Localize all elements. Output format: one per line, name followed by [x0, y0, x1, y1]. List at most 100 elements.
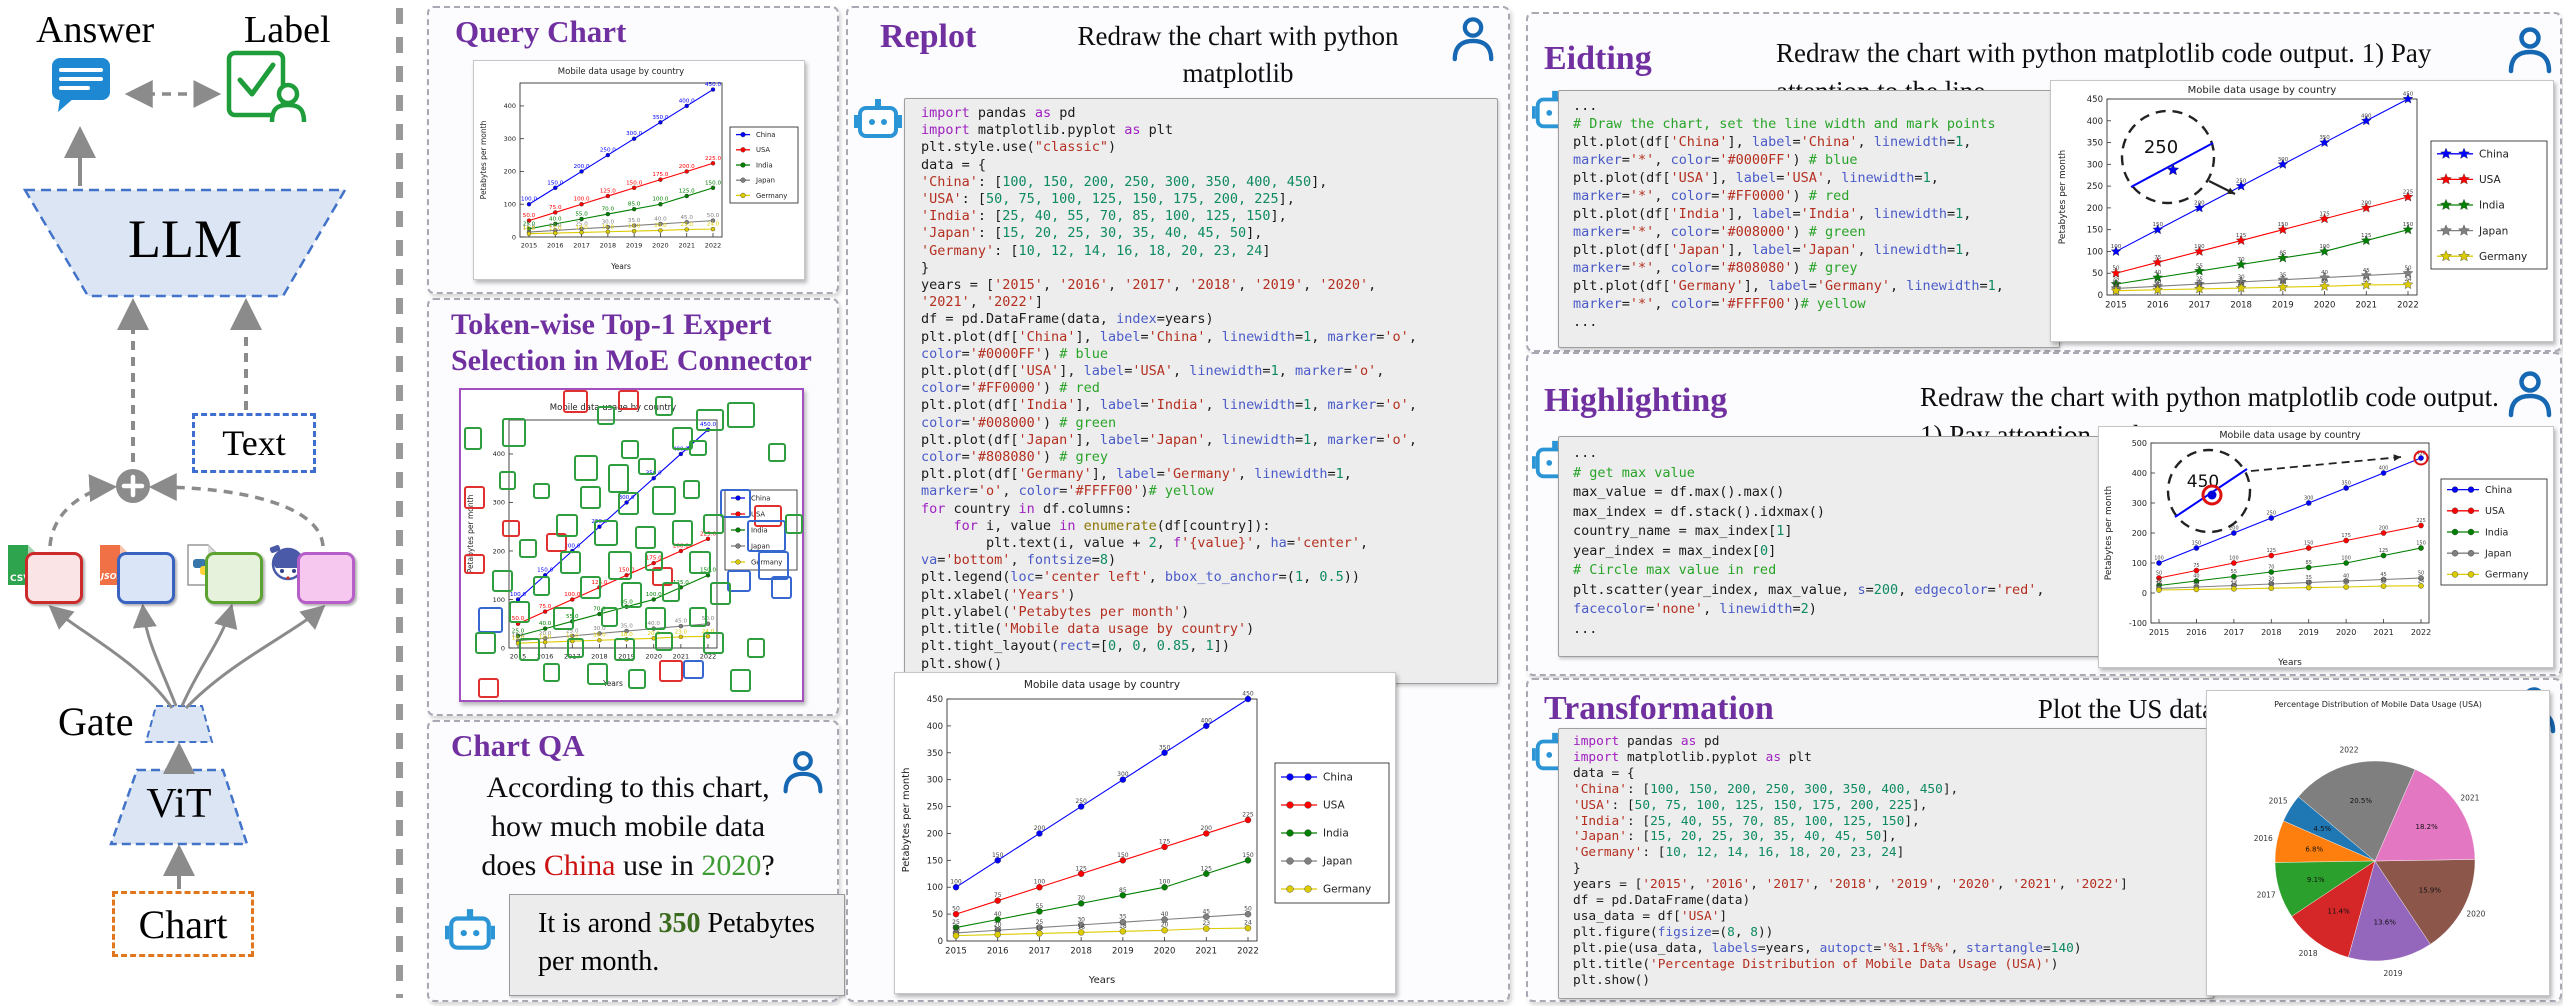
- user-icon: [2506, 26, 2554, 74]
- highlighting-title: Highlighting: [1544, 382, 1728, 419]
- gate-trapezoid: [144, 705, 214, 743]
- expert-selection-overlay: [461, 390, 803, 700]
- svg-text:23: 23: [2363, 277, 2370, 283]
- svg-text:14: 14: [2196, 281, 2203, 287]
- svg-text:70: 70: [1077, 895, 1085, 902]
- svg-text:150: 150: [2416, 541, 2426, 547]
- svg-text:2016: 2016: [987, 947, 1009, 957]
- svg-text:300: 300: [2087, 160, 2103, 170]
- svg-text:23: 23: [2380, 579, 2386, 585]
- expert-selection-box: [587, 662, 609, 686]
- expert-selection-box: [672, 520, 694, 546]
- expert-selection-box: [621, 439, 639, 460]
- svg-text:125.0: 125.0: [679, 189, 695, 195]
- question-line: According to this chart,: [486, 771, 770, 804]
- svg-text:18.0: 18.0: [628, 224, 641, 230]
- svg-text:10: 10: [952, 927, 960, 934]
- svg-text:2019: 2019: [1112, 947, 1134, 957]
- svg-text:Japan: Japan: [2484, 549, 2512, 560]
- question-line: how much mobile data: [490, 810, 766, 843]
- panel-highlighting: Highlighting Redraw the chart with pytho…: [1526, 352, 2562, 676]
- svg-text:55: 55: [2231, 569, 2237, 575]
- svg-text:150: 150: [927, 856, 943, 866]
- expert-selection-box: [771, 576, 793, 599]
- svg-text:100: 100: [2087, 247, 2103, 257]
- svg-text:2019: 2019: [618, 653, 635, 661]
- svg-text:10: 10: [2156, 583, 2162, 589]
- svg-text:35.0: 35.0: [628, 218, 641, 224]
- svg-text:300: 300: [1117, 771, 1129, 778]
- svg-text:2022: 2022: [2411, 628, 2431, 637]
- svg-text:0: 0: [2142, 589, 2147, 598]
- svg-text:10.0: 10.0: [523, 226, 536, 232]
- svg-text:Petabytes per month: Petabytes per month: [479, 120, 488, 199]
- expert-selection-box: [662, 582, 680, 602]
- svg-text:50: 50: [2418, 571, 2424, 577]
- expert-box-json: [117, 552, 175, 604]
- expert-selection-box: [478, 678, 500, 698]
- svg-text:100: 100: [2341, 556, 2351, 562]
- svg-text:Germany: Germany: [2485, 570, 2529, 581]
- svg-text:400: 400: [1201, 717, 1213, 724]
- svg-text:20: 20: [1161, 922, 1169, 929]
- svg-text:2019: 2019: [626, 242, 643, 250]
- expert-selection-box: [464, 486, 486, 509]
- svg-text:2015: 2015: [521, 242, 538, 250]
- expert-selection-box: [689, 439, 708, 456]
- svg-text:2021: 2021: [678, 242, 695, 250]
- svg-text:125.0: 125.0: [673, 580, 689, 586]
- svg-text:Mobile data usage by country: Mobile data usage by country: [558, 67, 684, 77]
- svg-text:50.0: 50.0: [702, 616, 715, 622]
- svg-text:45: 45: [2363, 268, 2370, 274]
- svg-text:16.0: 16.0: [593, 633, 606, 639]
- svg-text:200: 200: [2361, 200, 2372, 206]
- moe-chart: Mobile data usage by country 0 100 200 300 40…: [459, 388, 804, 702]
- svg-text:2020: 2020: [1154, 947, 1176, 957]
- svg-text:24: 24: [2418, 578, 2424, 584]
- svg-text:2020: 2020: [652, 242, 669, 250]
- svg-text:2022: 2022: [2397, 301, 2419, 311]
- svg-text:Japan: Japan: [2478, 225, 2508, 237]
- expert-selection-box: [754, 504, 783, 528]
- expert-selection-box: [655, 396, 673, 416]
- svg-text:300.0: 300.0: [626, 131, 642, 137]
- svg-text:2018: 2018: [2299, 949, 2318, 958]
- svg-text:2022: 2022: [705, 242, 722, 250]
- svg-text:24: 24: [2405, 277, 2412, 283]
- svg-text:18.0: 18.0: [620, 632, 633, 638]
- svg-text:125: 125: [1075, 865, 1087, 872]
- svg-text:125: 125: [2361, 233, 2372, 239]
- svg-text:250: 250: [2087, 182, 2103, 192]
- replot-code: import pandas as pd import matplotlib.pyp…: [904, 98, 1498, 684]
- expert-selection-box: [645, 607, 667, 630]
- svg-text:100: 100: [1159, 879, 1171, 886]
- expert-selection-box: [655, 631, 673, 652]
- svg-text:450: 450: [2416, 451, 2426, 457]
- svg-text:175: 175: [2319, 211, 2330, 217]
- svg-text:200: 200: [504, 168, 516, 176]
- svg-text:200: 200: [927, 829, 943, 839]
- svg-text:40.0: 40.0: [647, 621, 660, 627]
- editing-title: Eidting: [1544, 40, 1652, 77]
- svg-text:100.0: 100.0: [521, 197, 537, 203]
- svg-text:300: 300: [2304, 496, 2314, 502]
- expert-selection-box: [498, 470, 517, 491]
- svg-text:16.0: 16.0: [602, 224, 615, 230]
- svg-text:55: 55: [2196, 264, 2203, 270]
- user-icon: [1450, 16, 1496, 62]
- svg-text:12.0: 12.0: [539, 635, 552, 641]
- svg-text:75: 75: [2193, 563, 2199, 569]
- svg-text:250.0: 250.0: [591, 519, 607, 525]
- svg-text:350: 350: [1159, 744, 1171, 751]
- svg-text:100: 100: [504, 201, 516, 209]
- svg-text:250: 250: [927, 803, 943, 813]
- svg-text:150: 150: [2192, 541, 2202, 547]
- chart-qa-answer-box: It is arond 350 Petabytes per month.: [509, 894, 845, 996]
- svg-text:150: 150: [2278, 222, 2289, 228]
- svg-text:175: 175: [1159, 838, 1171, 845]
- svg-text:150.0: 150.0: [705, 180, 721, 186]
- svg-text:Japan: Japan: [1322, 856, 1352, 868]
- svg-text:10.0: 10.0: [512, 636, 525, 642]
- svg-text:70: 70: [2238, 257, 2245, 263]
- moe-title-line1: Token-wise Top-1 Expert: [451, 308, 772, 341]
